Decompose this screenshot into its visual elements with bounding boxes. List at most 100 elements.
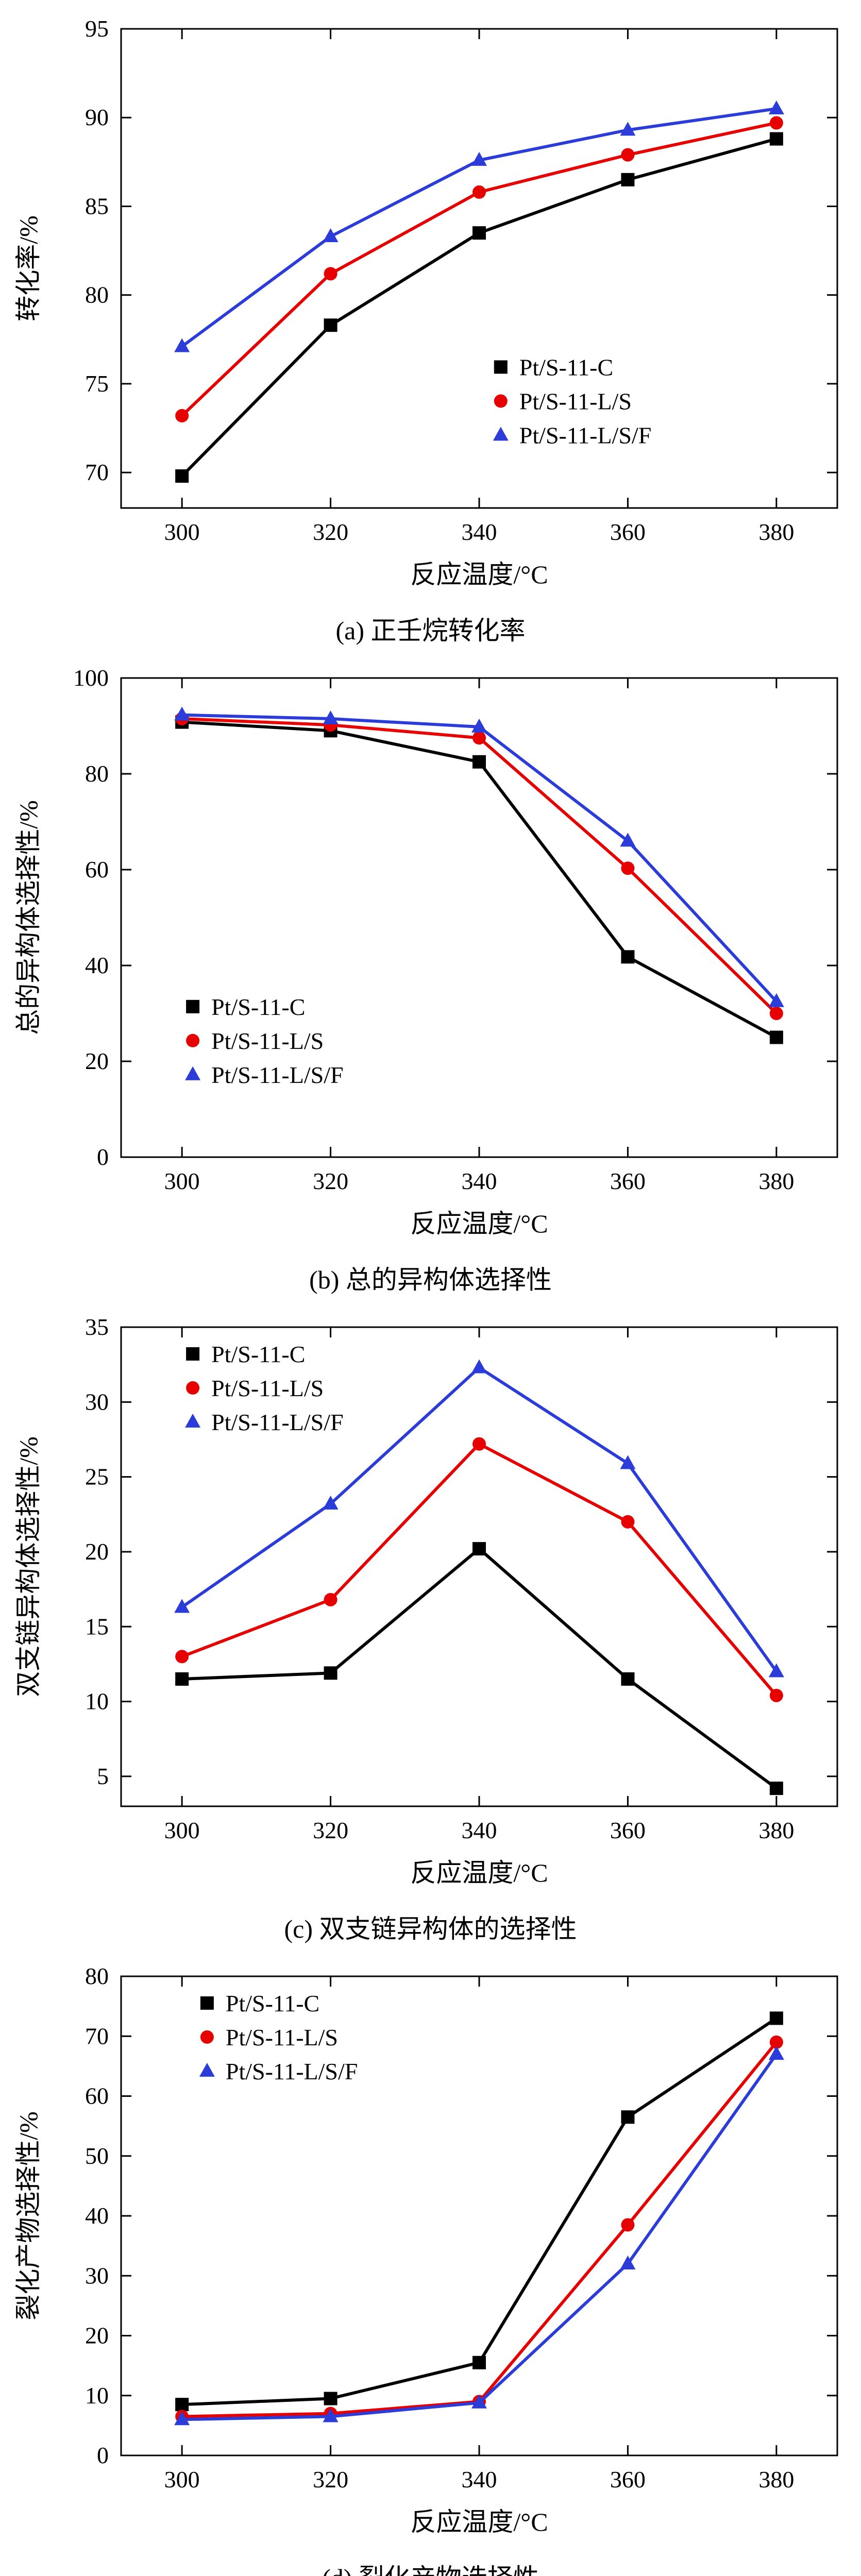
x-tick-label: 320 bbox=[313, 519, 348, 545]
y-tick-label: 15 bbox=[85, 1613, 109, 1639]
marker-square bbox=[186, 1347, 200, 1361]
marker-triangle bbox=[620, 2256, 636, 2269]
marker-square bbox=[621, 1672, 635, 1686]
y-tick-label: 0 bbox=[97, 2442, 109, 2468]
figure-b: 300 320 340 360 380 0 20 40 60 80 100 反应温度/°C 总的异构体选… bbox=[0, 663, 861, 1301]
marker-triangle bbox=[174, 706, 190, 721]
marker-circle bbox=[621, 148, 635, 162]
y-tick-label: 60 bbox=[85, 2083, 109, 2109]
legend-label: Pt/S-11-C bbox=[211, 1341, 305, 1367]
legend-label: Pt/S-11-L/S bbox=[226, 2024, 338, 2050]
legend-label: Pt/S-11-C bbox=[519, 354, 613, 380]
y-tick-label: 60 bbox=[85, 856, 109, 883]
marker-triangle bbox=[620, 1455, 636, 1469]
x-tick-label: 360 bbox=[610, 1817, 646, 1843]
x-tick-label: 300 bbox=[164, 519, 200, 545]
legend: Pt/S-11-C Pt/S-11-L/S Pt/S-11-L/S/F bbox=[199, 1990, 358, 2084]
marker-triangle bbox=[174, 2411, 190, 2426]
y-tick-label: 20 bbox=[85, 1538, 109, 1565]
marker-triangle bbox=[620, 122, 636, 136]
chart-a-caption: (a) 正壬烷转化率 bbox=[335, 616, 526, 645]
marker-triangle bbox=[768, 993, 784, 1007]
y-tick-label: 100 bbox=[73, 665, 109, 691]
marker-triangle bbox=[174, 338, 190, 352]
y-tick-label: 70 bbox=[85, 459, 109, 485]
chart-d-canvas: 300 320 340 360 380 0 10 20 30 40 50 60 70 80 反应温度/°C 裂… bbox=[0, 1961, 861, 2553]
marker-square bbox=[769, 1030, 783, 1044]
x-tick-label: 380 bbox=[758, 2466, 794, 2493]
marker-square bbox=[769, 2011, 783, 2025]
y-axis-label: 总的异构体选择性/% bbox=[14, 800, 43, 1035]
x-tick-label: 360 bbox=[610, 519, 646, 545]
marker-triangle bbox=[323, 228, 339, 242]
marker-circle bbox=[200, 2030, 214, 2044]
legend-label: Pt/S-11-L/S/F bbox=[211, 1409, 343, 1435]
y-tick-label: 20 bbox=[85, 1048, 109, 1074]
x-tick-label: 320 bbox=[313, 2466, 348, 2493]
series-Pt/S-11-L/S bbox=[175, 1437, 783, 1702]
y-tick-label: 95 bbox=[85, 15, 109, 42]
y-tick-label: 80 bbox=[85, 1963, 109, 1989]
x-tick-label: 300 bbox=[164, 1168, 200, 1194]
marker-square bbox=[175, 1672, 189, 1686]
legend-label: Pt/S-11-L/S/F bbox=[211, 1062, 343, 1088]
x-tick-label: 340 bbox=[462, 1817, 497, 1843]
y-tick-label: 50 bbox=[85, 2143, 109, 2169]
marker-circle bbox=[472, 731, 486, 745]
marker-triangle bbox=[620, 833, 636, 847]
marker-circle bbox=[324, 1592, 337, 1606]
x-tick-label: 360 bbox=[610, 1168, 646, 1194]
marker-circle bbox=[769, 1688, 783, 1702]
y-tick-label: 10 bbox=[85, 1688, 109, 1715]
legend-label: Pt/S-11-L/S/F bbox=[226, 2058, 358, 2084]
y-tick-label: 30 bbox=[85, 2262, 109, 2289]
chart-b-canvas: 300 320 340 360 380 0 20 40 60 80 100 反应温度/°C 总的异构体选… bbox=[0, 663, 861, 1255]
legend-label: Pt/S-11-L/S/F bbox=[519, 422, 651, 448]
x-tick-label: 340 bbox=[462, 2466, 497, 2493]
y-axis-label: 双支链异构体选择性/% bbox=[14, 1436, 43, 1697]
legend: Pt/S-11-C Pt/S-11-L/S Pt/S-11-L/S/F bbox=[185, 994, 344, 1088]
marker-triangle bbox=[768, 100, 784, 114]
series-Pt/S-11-L/S/F bbox=[174, 1359, 784, 1677]
marker-square bbox=[769, 132, 783, 146]
marker-triangle bbox=[323, 710, 339, 725]
y-tick-label: 0 bbox=[97, 1144, 109, 1170]
y-axis-label: 转化率/% bbox=[14, 215, 43, 321]
chart-c-caption: (c) 双支链异构体的选择性 bbox=[284, 1914, 577, 1943]
x-axis-label: 反应温度/°C bbox=[410, 560, 548, 589]
legend: Pt/S-11-C Pt/S-11-L/S Pt/S-11-L/S/F bbox=[493, 354, 651, 448]
marker-circle bbox=[186, 1033, 200, 1047]
marker-triangle bbox=[199, 2062, 215, 2077]
figure-d: 300 320 340 360 380 0 10 20 30 40 50 60 70 80 反应温度/°C 裂… bbox=[0, 1961, 861, 2576]
marker-triangle bbox=[323, 1495, 339, 1510]
marker-square bbox=[621, 2110, 635, 2124]
chart-a-canvas: 300 320 340 360 380 70 75 80 85 90 95 反应温度/°C 转化率/% P… bbox=[0, 13, 861, 606]
y-tick-label: 40 bbox=[85, 2202, 109, 2229]
x-axis-label: 反应温度/°C bbox=[410, 1858, 548, 1887]
x-tick-label: 360 bbox=[610, 2466, 646, 2493]
series-Pt/S-11-C bbox=[175, 132, 783, 483]
x-tick-label: 320 bbox=[313, 1168, 348, 1194]
marker-circle bbox=[324, 267, 337, 281]
marker-triangle bbox=[768, 1663, 784, 1677]
x-axis-label: 反应温度/°C bbox=[410, 1209, 548, 1238]
series-Pt/S-11-L/S/F bbox=[174, 100, 784, 352]
marker-square bbox=[472, 2355, 486, 2369]
marker-square bbox=[472, 1542, 486, 1556]
legend-label: Pt/S-11-C bbox=[211, 994, 305, 1020]
marker-triangle bbox=[174, 1599, 190, 1613]
x-tick-label: 380 bbox=[758, 1168, 794, 1194]
legend: Pt/S-11-C Pt/S-11-L/S Pt/S-11-L/S/F bbox=[185, 1341, 344, 1435]
marker-triangle bbox=[768, 2046, 784, 2060]
series-Pt/S-11-C bbox=[175, 2011, 783, 2412]
marker-square bbox=[494, 360, 508, 374]
series-Pt/S-11-L/S bbox=[175, 116, 783, 422]
y-tick-label: 30 bbox=[85, 1388, 109, 1415]
y-tick-label: 40 bbox=[85, 952, 109, 978]
y-tick-label: 75 bbox=[85, 370, 109, 397]
chart-b-caption: (b) 总的异构体选择性 bbox=[309, 1265, 552, 1294]
x-axis-label: 反应温度/°C bbox=[410, 2507, 548, 2536]
marker-square bbox=[175, 469, 189, 483]
marker-circle bbox=[769, 2035, 783, 2049]
